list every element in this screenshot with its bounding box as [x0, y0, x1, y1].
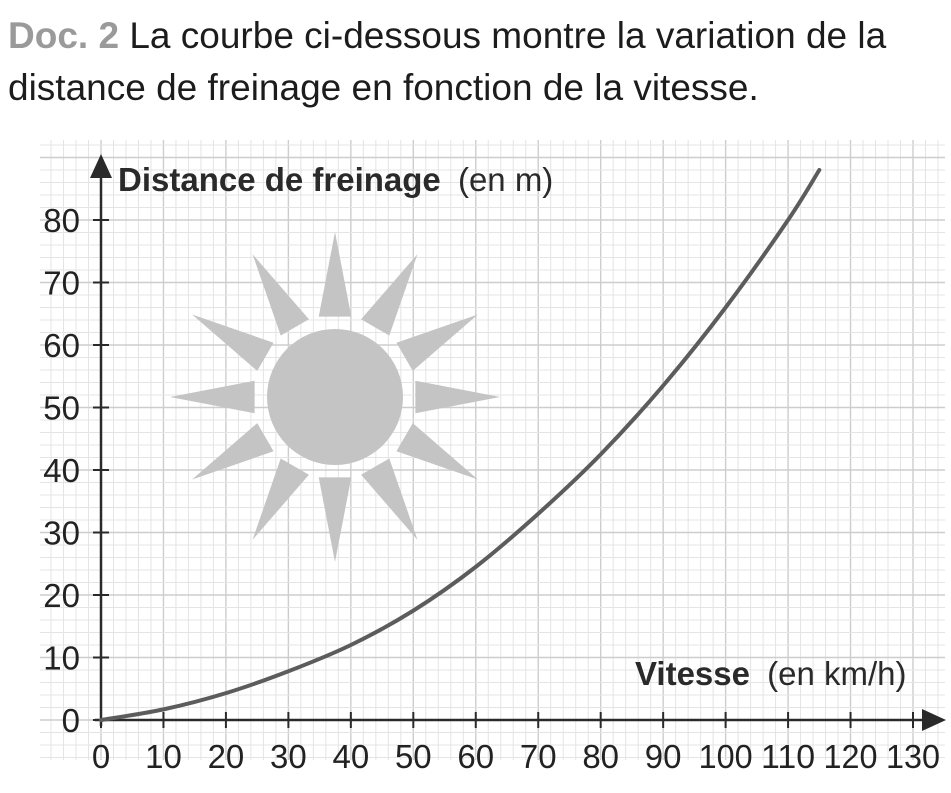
y-tick-label: 0	[62, 702, 80, 739]
sun-ray	[318, 232, 352, 317]
sun-disc	[267, 329, 403, 465]
y-tick-label: 10	[43, 640, 80, 677]
x-tick-label: 50	[395, 738, 432, 775]
sun-ray	[396, 314, 478, 371]
x-tick-label: 0	[92, 738, 110, 775]
y-tick-label: 30	[43, 515, 80, 552]
x-tick-label: 80	[582, 738, 619, 775]
document-label: Doc. 2	[8, 15, 120, 56]
x-tick-label: 40	[332, 738, 369, 775]
x-tick-label: 120	[824, 738, 878, 775]
y-tick-label: 80	[43, 202, 80, 239]
y-axis-title: Distance de freinage (en m)	[118, 161, 553, 198]
sun-ray	[252, 458, 309, 540]
x-tick-label: 20	[208, 738, 245, 775]
x-tick-label: 130	[886, 738, 940, 775]
sun-icon	[170, 232, 500, 562]
x-axis-title: Vitesse (en km/h)	[635, 655, 907, 692]
y-tick-label: 50	[43, 390, 80, 427]
sun-ray	[252, 254, 309, 336]
grid	[40, 140, 945, 760]
y-tick-label: 60	[43, 327, 80, 364]
y-tick-label: 70	[43, 265, 80, 302]
document-description: La courbe ci-dessous montre la variation…	[8, 15, 887, 108]
tick-labels: 0 10 20 30 40 50 60 70 80 90 100 110 120 130 0 10 20 30 40…	[43, 202, 940, 775]
x-tick-label: 90	[645, 738, 682, 775]
sun-ray	[415, 380, 500, 414]
sun-ray	[361, 458, 418, 540]
sun-ray	[170, 380, 255, 414]
y-tick-label: 40	[43, 452, 80, 489]
sun-ray	[396, 423, 478, 480]
x-tick-label: 60	[457, 738, 494, 775]
y-axis-title-main: Distance de freinage	[118, 161, 441, 198]
sun-ray	[361, 254, 418, 336]
x-axis-arrow-icon	[922, 709, 946, 731]
x-tick-label: 70	[520, 738, 557, 775]
sun-ray	[192, 423, 274, 480]
x-tick-label: 110	[761, 738, 815, 775]
y-tick-label: 20	[43, 577, 80, 614]
sun-ray	[318, 477, 352, 562]
x-tick-label: 10	[145, 738, 182, 775]
series-line	[99, 168, 822, 722]
document-heading: Doc. 2 La courbe ci-dessous montre la va…	[8, 10, 943, 114]
x-tick-label: 100	[699, 738, 753, 775]
y-axis-title-unit: (en m)	[458, 161, 553, 198]
x-axis-title-unit: (en km/h)	[767, 655, 906, 692]
sun-ray	[192, 314, 274, 371]
y-axis-arrow-icon	[90, 154, 112, 178]
axes	[90, 154, 946, 731]
x-tick-label: 30	[270, 738, 307, 775]
x-axis-title-main: Vitesse	[635, 655, 750, 692]
